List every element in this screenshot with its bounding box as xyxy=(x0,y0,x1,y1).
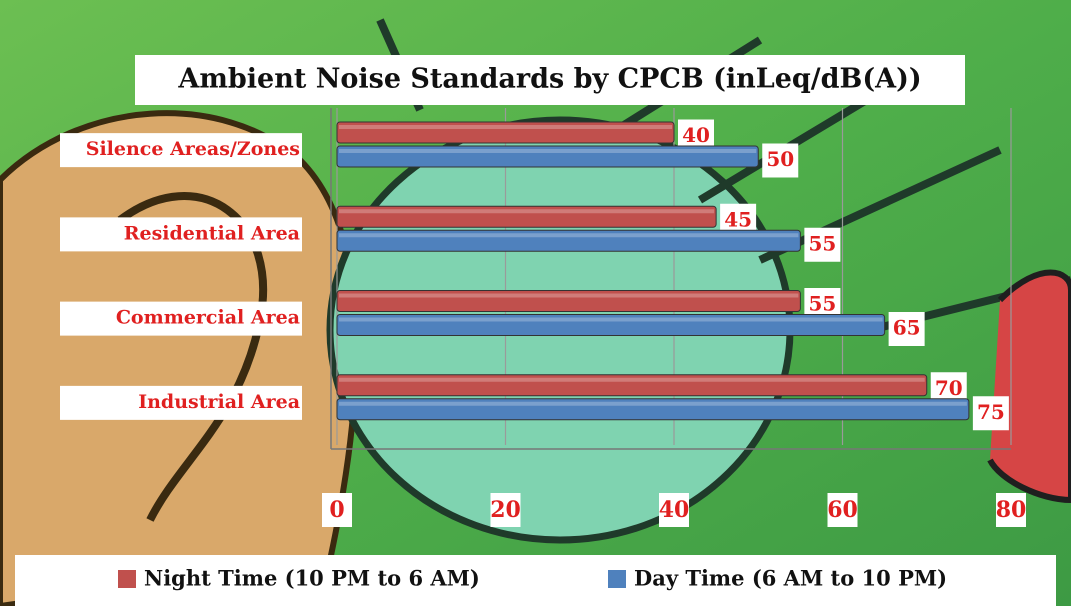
ear-illustration xyxy=(0,110,360,606)
data-label: 50 xyxy=(766,147,794,171)
label-box xyxy=(972,396,1009,431)
label-box xyxy=(659,493,689,527)
y-tick-label: Commercial Area xyxy=(116,307,300,329)
bar-highlight xyxy=(339,377,925,382)
label-box xyxy=(996,493,1026,527)
category-label-box xyxy=(60,133,302,168)
bar-highlight xyxy=(339,401,967,406)
label-box xyxy=(762,143,799,178)
title-box xyxy=(135,55,965,105)
legend-label: Night Time (10 PM to 6 AM) xyxy=(144,566,480,591)
bar-highlight xyxy=(339,233,799,238)
label-box xyxy=(888,312,925,346)
x-tick-label: 0 xyxy=(329,497,344,523)
data-label: 55 xyxy=(808,231,836,255)
bar-highlight xyxy=(339,209,715,214)
label-box xyxy=(490,493,521,527)
bar xyxy=(336,205,717,228)
data-label: 40 xyxy=(682,123,710,147)
data-label: 55 xyxy=(808,292,836,316)
category-label-box xyxy=(60,217,302,252)
bar-highlight xyxy=(339,125,672,129)
category-label-box xyxy=(60,301,302,336)
legend-swatch xyxy=(118,570,136,588)
bar xyxy=(336,145,759,168)
label-box xyxy=(804,227,841,262)
label-box xyxy=(827,493,858,527)
data-label: 75 xyxy=(977,400,1005,424)
chart-title: Ambient Noise Standards by CPCB (inLeq/d… xyxy=(177,64,921,95)
legend-box xyxy=(15,555,1056,606)
label-box xyxy=(322,493,352,527)
y-tick-label: Silence Areas/Zones xyxy=(86,138,300,160)
bar-highlight xyxy=(339,293,799,298)
y-tick-label: Industrial Area xyxy=(138,391,300,413)
data-label: 70 xyxy=(935,376,963,400)
bar xyxy=(336,374,928,397)
y-tick-label: Residential Area xyxy=(124,222,300,244)
bar xyxy=(336,290,801,312)
bar xyxy=(336,229,801,252)
mouth-illustration xyxy=(987,269,1071,504)
bar-highlight xyxy=(339,317,883,322)
legend-label: Day Time (6 AM to 10 PM) xyxy=(634,566,947,591)
bar xyxy=(336,314,886,336)
x-tick-label: 80 xyxy=(996,497,1027,523)
data-label: 45 xyxy=(724,207,752,231)
legend-swatch xyxy=(608,570,626,588)
bar xyxy=(336,398,970,421)
data-label: 65 xyxy=(893,316,921,340)
category-label-box xyxy=(60,385,302,420)
bar-highlight xyxy=(339,149,757,153)
x-tick-label: 60 xyxy=(827,497,858,523)
bar xyxy=(336,121,675,144)
x-tick-label: 40 xyxy=(659,497,690,523)
x-tick-label: 20 xyxy=(490,497,521,523)
